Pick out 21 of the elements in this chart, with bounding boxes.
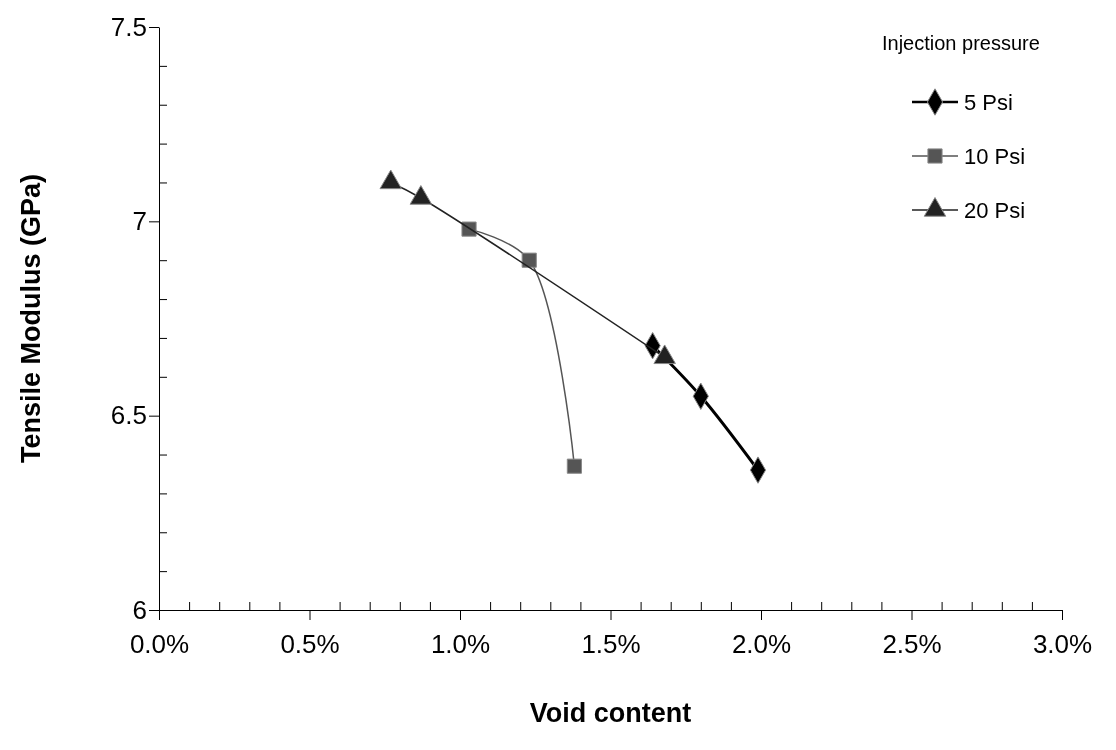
- x-tick-label: 1.0%: [430, 629, 491, 660]
- y-tick-label: 7.5: [110, 11, 147, 42]
- legend-label: 10 Psi: [964, 144, 1026, 169]
- y-tick-label: 6: [132, 594, 147, 625]
- point: [379, 169, 403, 190]
- y-tick-label: 7: [132, 206, 147, 237]
- y-tick-label: 6.5: [110, 400, 147, 431]
- x-tick-label: 2.0%: [731, 629, 792, 660]
- point: [566, 458, 582, 474]
- y-axis-title: Tensile Modulus (GPa): [16, 173, 46, 464]
- x-tick-label: 2.5%: [882, 629, 942, 660]
- point: [521, 252, 537, 268]
- legend-title: Injection pressure: [882, 32, 1040, 54]
- legend-label: 20 Psi: [964, 198, 1026, 223]
- point: [409, 185, 433, 205]
- x-axis-title: Void content: [529, 698, 692, 728]
- x-tick-label: 1.5%: [581, 629, 641, 660]
- legend-label: 5 Psi: [964, 90, 1013, 115]
- x-tick-label: 0.5%: [280, 629, 340, 660]
- x-tick-label: 0.0%: [129, 629, 190, 660]
- x-tick-label: 3.0%: [1032, 629, 1093, 660]
